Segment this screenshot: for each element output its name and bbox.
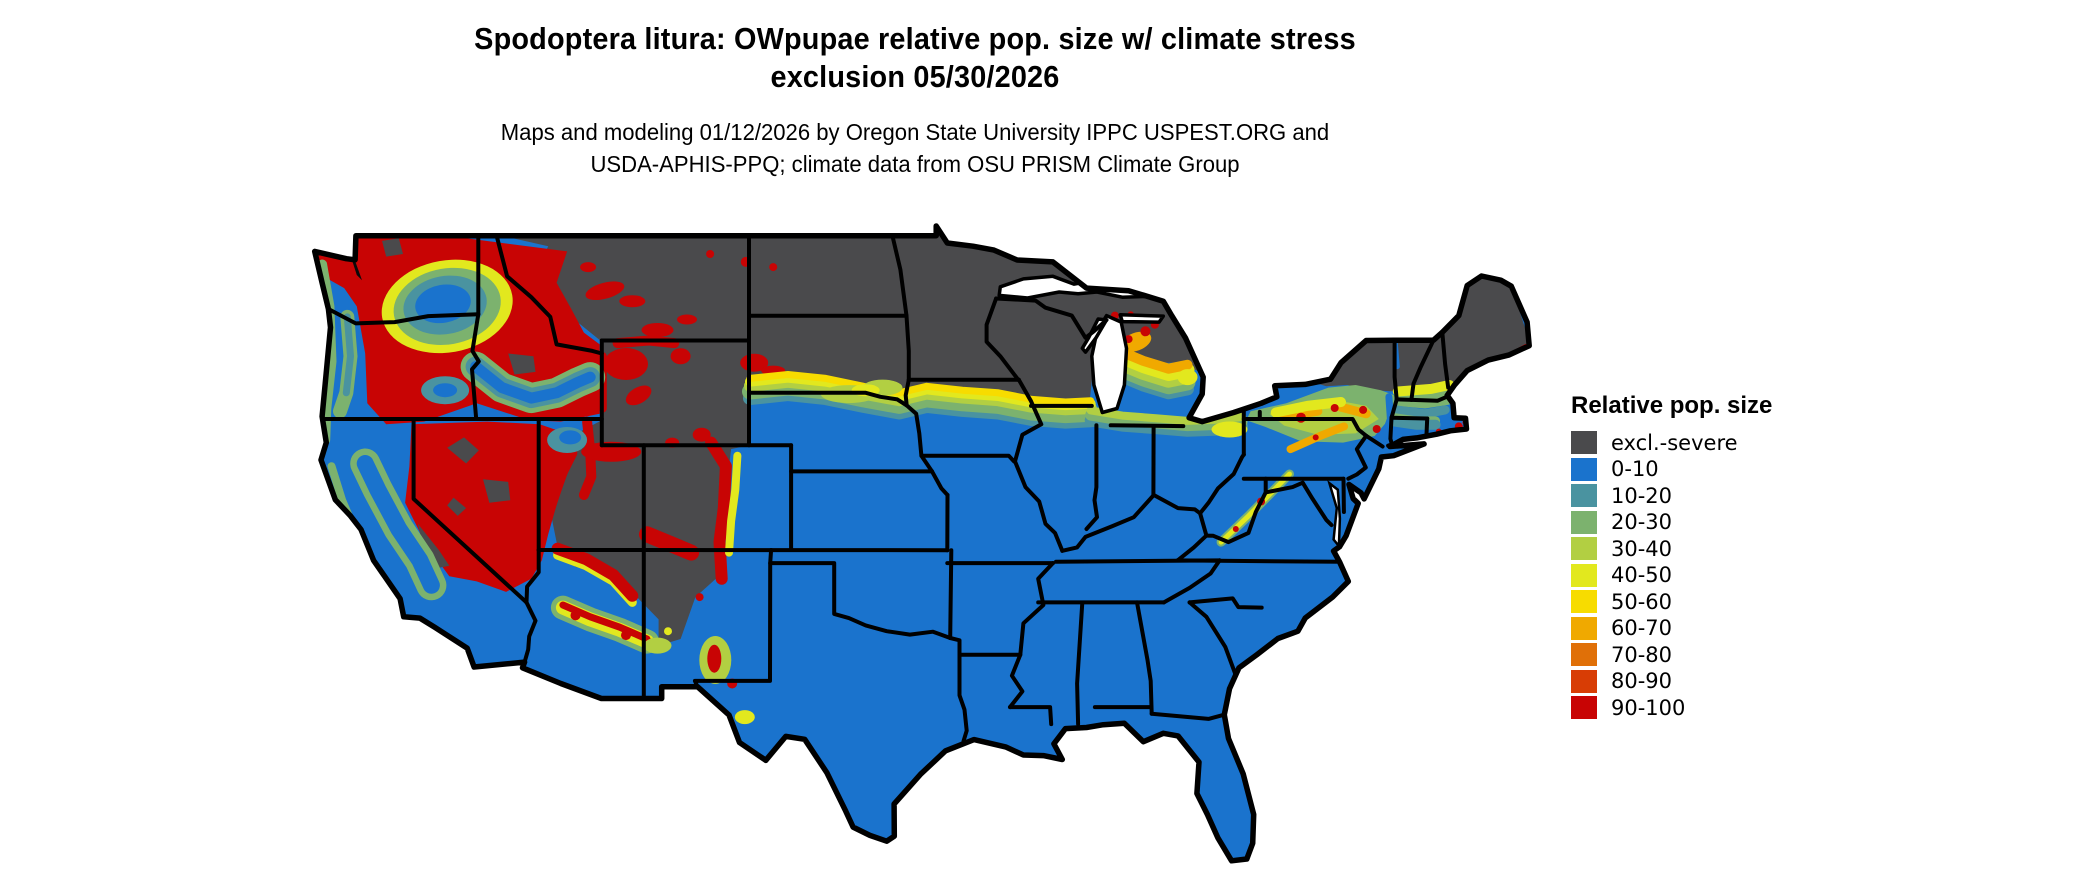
subtitle-line-1: Maps and modeling 01/12/2026 by Oregon S… (500, 119, 1330, 145)
legend-swatch (1571, 616, 1597, 640)
legend-swatch (1571, 669, 1597, 693)
legend-item: 80-90 (1571, 669, 1772, 693)
legend-item-label: 90-100 (1611, 695, 1686, 720)
legend-item-label: 60-70 (1611, 616, 1673, 640)
legend-item: 10-20 (1571, 483, 1772, 508)
title-line-2: exclusion 05/30/2026 (770, 59, 1060, 94)
state-borders (320, 233, 1451, 744)
legend-item-label: 10-20 (1611, 483, 1673, 508)
title-line-1: Spodoptera litura: OWpupae relative pop.… (474, 21, 1356, 56)
legend-swatch (1571, 643, 1597, 666)
legend-item: 70-80 (1571, 642, 1772, 667)
legend-swatch (1571, 696, 1597, 719)
us-outline (311, 223, 1532, 864)
legend-item-label: 70-80 (1611, 642, 1673, 667)
legend-item: 30-40 (1571, 536, 1772, 561)
legend-swatch (1571, 431, 1597, 454)
legend-swatch (1571, 563, 1597, 587)
legend-item: 60-70 (1571, 616, 1772, 640)
legend-item-label: 80-90 (1611, 669, 1673, 693)
legend-item: 90-100 (1571, 695, 1772, 720)
legend-item: 0-10 (1571, 457, 1772, 481)
legend-item: 40-50 (1571, 563, 1772, 587)
legend-title: Relative pop. size (1571, 392, 1773, 419)
legend-items: excl.-severe 0-10 10-20 20-30 30-40 40-50 50-6… (1571, 430, 1772, 720)
legend-item-label: 20-30 (1611, 510, 1673, 534)
legend-item-label: 40-50 (1611, 563, 1673, 587)
legend-item-label: excl.-severe (1611, 430, 1738, 455)
legend: Relative pop. size excl.-severe 0-10 10-20… (1571, 392, 1772, 723)
figure-title: Spodoptera litura: OWpupae relative pop.… (343, 20, 1487, 96)
legend-swatch (1571, 537, 1597, 560)
map-layers (314, 226, 1530, 861)
legend-item: 20-30 (1571, 510, 1772, 534)
legend-item-label: 0-10 (1611, 457, 1659, 481)
legend-item-label: 50-60 (1611, 589, 1673, 614)
legend-item: 50-60 (1571, 589, 1772, 614)
legend-swatch (1571, 457, 1597, 481)
legend-item: excl.-severe (1571, 430, 1772, 455)
legend-item-label: 30-40 (1611, 536, 1673, 561)
legend-swatch (1571, 590, 1597, 613)
legend-swatch (1571, 510, 1597, 534)
figure-subtitle: Maps and modeling 01/12/2026 by Oregon S… (325, 116, 1506, 180)
subtitle-line-2: USDA-APHIS-PPQ; climate data from OSU PR… (590, 151, 1240, 177)
legend-swatch (1571, 484, 1597, 507)
